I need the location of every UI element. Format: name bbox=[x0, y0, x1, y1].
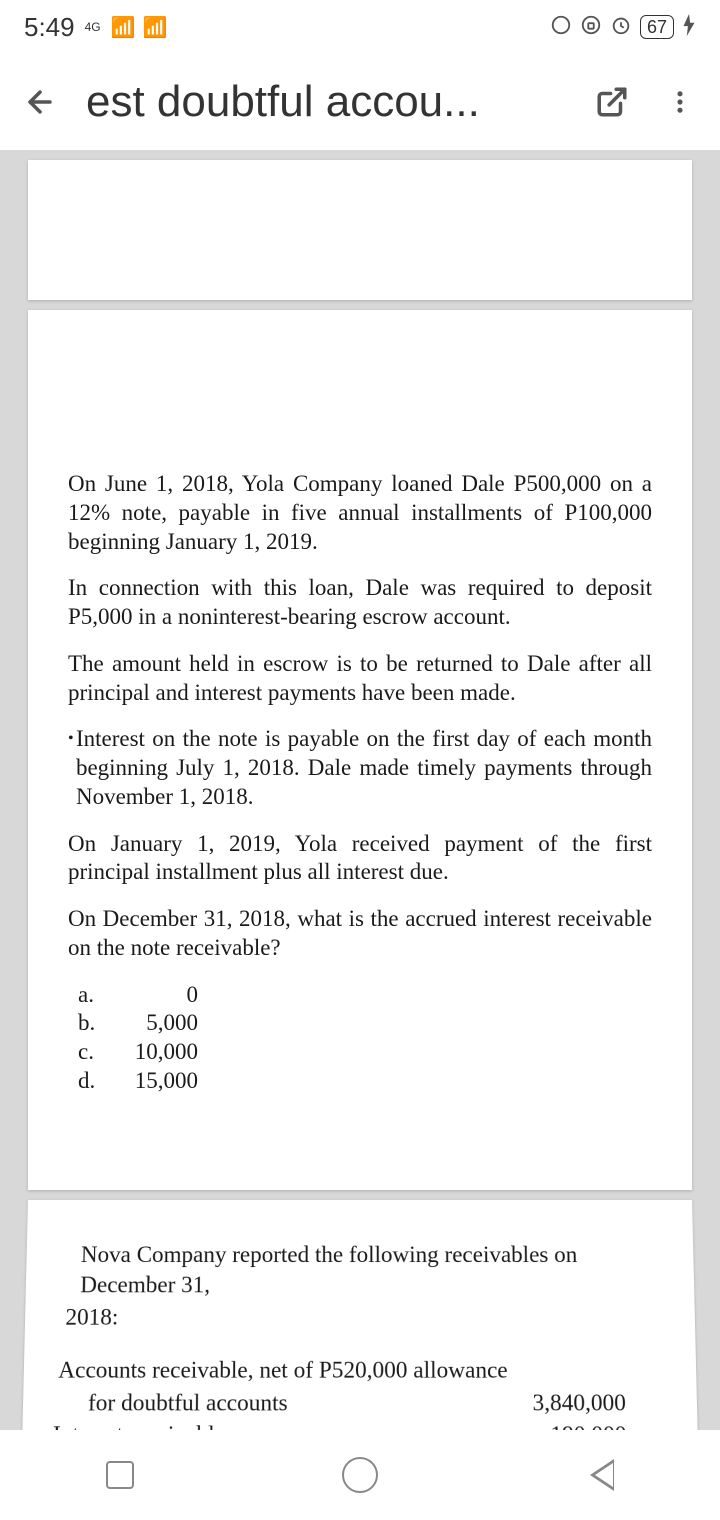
square-icon bbox=[106, 1461, 134, 1489]
back-button[interactable] bbox=[18, 80, 62, 124]
paragraph-text: Interest on the note is payable on the f… bbox=[76, 725, 652, 811]
table-row: Interest receivable 190,000 bbox=[63, 1420, 658, 1430]
home-button[interactable] bbox=[338, 1453, 382, 1497]
lock-rotation-icon bbox=[580, 12, 602, 43]
status-bar: 5:49 4G 📶 📶 67 bbox=[0, 0, 720, 54]
paragraph: The amount held in escrow is to be retur… bbox=[68, 650, 652, 708]
options-list: a. 0 b. 5,000 c. 10,000 d. 15,000 bbox=[78, 981, 652, 1096]
option-b: b. 5,000 bbox=[78, 1009, 652, 1038]
option-c: c. 10,000 bbox=[78, 1038, 652, 1067]
option-value: 0 bbox=[118, 981, 198, 1010]
option-label: a. bbox=[78, 981, 118, 1010]
battery-level: 67 bbox=[640, 15, 674, 39]
status-right: 67 bbox=[550, 12, 696, 43]
recent-apps-button[interactable] bbox=[98, 1453, 142, 1497]
option-label: d. bbox=[78, 1067, 118, 1096]
paragraph: Nova Company reported the following rece… bbox=[80, 1240, 654, 1300]
signal-icon: 📶 bbox=[111, 15, 133, 40]
row-label: Interest receivable bbox=[52, 1420, 225, 1430]
question-text: On December 31, 2018, what is the accrue… bbox=[68, 905, 652, 963]
back-nav-button[interactable] bbox=[578, 1453, 622, 1497]
more-options-button[interactable] bbox=[658, 80, 702, 124]
page-title: est doubtful accou... bbox=[86, 77, 566, 127]
network-label: 4G bbox=[85, 20, 101, 34]
document-page-1: On June 1, 2018, Yola Company loaned Dal… bbox=[28, 310, 692, 1190]
status-left: 5:49 4G 📶 📶 bbox=[24, 12, 164, 43]
signal-icon-2: 📶 bbox=[143, 15, 165, 40]
document-viewport[interactable]: On June 1, 2018, Yola Company loaned Dal… bbox=[0, 150, 720, 1430]
row-label: for doubtful accounts bbox=[88, 1387, 288, 1418]
system-nav-bar bbox=[0, 1430, 720, 1520]
option-d: d. 15,000 bbox=[78, 1067, 652, 1096]
table-row: for doubtful accounts 3,840,000 bbox=[63, 1387, 656, 1418]
previous-page-tail bbox=[28, 160, 692, 300]
open-external-button[interactable] bbox=[590, 80, 634, 124]
paragraph: • Interest on the note is payable on the… bbox=[68, 725, 652, 811]
bullet-icon: • bbox=[68, 725, 76, 811]
option-value: 15,000 bbox=[118, 1067, 198, 1096]
option-value: 10,000 bbox=[118, 1038, 198, 1067]
option-a: a. 0 bbox=[78, 981, 652, 1010]
status-time: 5:49 bbox=[24, 12, 75, 43]
option-value: 5,000 bbox=[118, 1009, 198, 1038]
row-value: 190,000 bbox=[550, 1420, 657, 1430]
sync-icon bbox=[550, 12, 572, 43]
app-bar: est doubtful accou... bbox=[0, 54, 720, 150]
paragraph: On January 1, 2019, Yola received paymen… bbox=[68, 830, 652, 888]
paragraph: 2018: bbox=[65, 1302, 655, 1332]
table-row: Accounts receivable, net of P520,000 all… bbox=[64, 1355, 656, 1386]
circle-icon bbox=[342, 1457, 378, 1493]
option-label: b. bbox=[78, 1009, 118, 1038]
paragraph: In connection with this loan, Dale was r… bbox=[68, 574, 652, 632]
document-page-2: Nova Company reported the following rece… bbox=[18, 1200, 702, 1430]
row-label: Accounts receivable, net of P520,000 all… bbox=[58, 1355, 508, 1386]
option-label: c. bbox=[78, 1038, 118, 1067]
row-value bbox=[625, 1355, 656, 1386]
charging-icon bbox=[682, 12, 696, 43]
paragraph: On June 1, 2018, Yola Company loaned Dal… bbox=[68, 470, 652, 556]
triangle-icon bbox=[588, 1459, 612, 1491]
alarm-icon bbox=[610, 12, 632, 43]
row-value: 3,840,000 bbox=[532, 1387, 656, 1418]
